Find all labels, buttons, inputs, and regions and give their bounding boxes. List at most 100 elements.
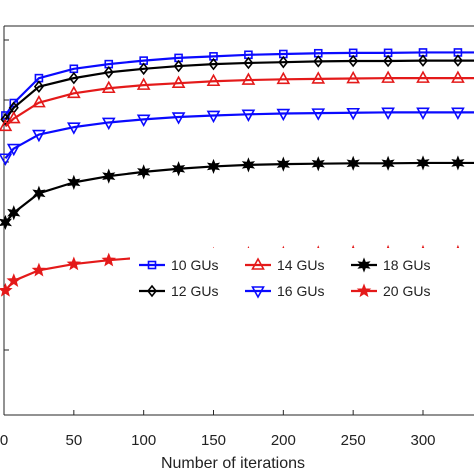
data-point-20-gus [6, 273, 22, 287]
data-point-12-gus [0, 113, 11, 126]
x-tick-label: 0 [0, 432, 8, 449]
x-tick-label: 50 [65, 432, 82, 449]
data-point-14-gus [136, 77, 151, 90]
legend-marker-14-gus [251, 257, 265, 270]
legend-label-16-gus: 16 GUs [277, 283, 324, 299]
data-point-12-gus [243, 56, 254, 70]
data-point-16-gus [276, 108, 291, 122]
legend-marker-10-gus [147, 260, 157, 270]
legend-label-18-gus: 18 GUs [383, 257, 430, 273]
data-point-18-gus [206, 158, 221, 175]
data-point-12-gus [278, 55, 289, 69]
data-point-14-gus [32, 94, 46, 108]
data-point-16-gus [136, 114, 151, 128]
legend-item-14-gus: 14 GUs [245, 257, 324, 273]
series-line-12-gus [4, 59, 474, 121]
data-point-18-gus [346, 155, 360, 171]
legend-item-12-gus: 12 GUs [139, 283, 218, 299]
data-point-18-gus [7, 205, 21, 221]
data-point-14-gus [0, 118, 13, 132]
data-point-20-gus [101, 252, 116, 267]
data-point-18-gus [0, 214, 12, 231]
x-tick-label: 300 [410, 432, 435, 449]
data-point-18-gus [381, 155, 395, 171]
data-point-12-gus [313, 55, 324, 68]
data-point-18-gus [32, 185, 46, 201]
data-point-12-gus [348, 54, 359, 68]
data-point-14-gus [276, 71, 291, 85]
data-point-16-gus [6, 143, 21, 157]
legend-label-20-gus: 20 GUs [383, 283, 430, 299]
data-point-14-gus [206, 73, 221, 87]
legend-marker-12-gus [146, 284, 158, 298]
series-line-18-gus [4, 161, 474, 224]
series-18-gus [0, 155, 474, 231]
data-point-12-gus [138, 62, 149, 76]
series-12-gus [0, 54, 474, 126]
data-point-14-gus [101, 80, 116, 94]
data-point-18-gus [137, 164, 151, 180]
x-tick-label: 250 [341, 432, 366, 449]
data-point-16-gus [171, 112, 186, 125]
data-point-14-gus [171, 75, 186, 88]
data-point-14-gus [241, 72, 256, 85]
x-tick-label: 200 [271, 432, 296, 449]
data-point-18-gus [416, 155, 430, 171]
data-point-18-gus [311, 156, 325, 172]
data-point-16-gus [381, 107, 395, 121]
data-point-16-gus [0, 153, 13, 166]
legend-item-16-gus: 16 GUs [245, 283, 324, 299]
legend-item-10-gus: 10 GUs [139, 257, 218, 273]
legend-marker-18-gus [357, 257, 371, 273]
data-point-14-gus [66, 85, 81, 99]
data-point-14-gus [6, 110, 21, 124]
data-point-14-gus [311, 71, 326, 84]
data-point-16-gus [311, 108, 326, 121]
data-point-12-gus [417, 54, 429, 67]
data-point-16-gus [241, 109, 256, 122]
data-point-16-gus [32, 129, 46, 143]
data-point-16-gus [346, 107, 361, 121]
legend-item-18-gus: 18 GUs [351, 257, 430, 273]
series-line-10-gus [4, 51, 474, 117]
legend-label-14-gus: 14 GUs [277, 257, 324, 273]
legend-marker-20-gus [356, 283, 372, 298]
legend-label-10-gus: 10 GUs [171, 257, 218, 273]
series-14-gus [0, 70, 474, 132]
data-point-20-gus [0, 282, 13, 297]
legend-label-12-gus: 12 GUs [171, 283, 218, 299]
data-point-14-gus [381, 70, 395, 83]
data-point-12-gus [33, 80, 44, 93]
legend-marker-16-gus [251, 286, 265, 299]
data-point-16-gus [66, 122, 81, 135]
data-point-20-gus [66, 256, 82, 271]
legend-item-20-gus: 20 GUs [351, 283, 430, 299]
data-point-18-gus [241, 157, 256, 173]
data-point-14-gus [451, 70, 465, 83]
data-point-18-gus [102, 168, 116, 184]
data-point-12-gus [452, 54, 463, 67]
data-point-12-gus [103, 66, 114, 79]
data-point-16-gus [206, 110, 221, 124]
series-line-16-gus [4, 111, 474, 159]
data-point-12-gus [173, 59, 184, 73]
data-point-12-gus [208, 57, 219, 71]
data-point-16-gus [101, 117, 116, 131]
data-point-14-gus [416, 70, 430, 83]
series-16-gus [0, 107, 474, 166]
legend-box [130, 248, 474, 308]
data-point-16-gus [416, 107, 430, 121]
data-point-18-gus [67, 174, 81, 190]
data-point-16-gus [451, 107, 465, 121]
axes: 0 50 100 150 200 250 300 [0, 25, 474, 449]
data-point-18-gus [276, 156, 290, 172]
data-point-14-gus [346, 70, 361, 84]
series-line-14-gus [4, 77, 474, 128]
data-point-20-gus [31, 262, 47, 277]
data-point-18-gus [451, 155, 465, 171]
x-axis-label: Number of iterations [161, 455, 305, 472]
x-tick-label: 100 [131, 432, 156, 449]
data-point-18-gus [171, 161, 186, 177]
data-point-12-gus [383, 54, 394, 68]
